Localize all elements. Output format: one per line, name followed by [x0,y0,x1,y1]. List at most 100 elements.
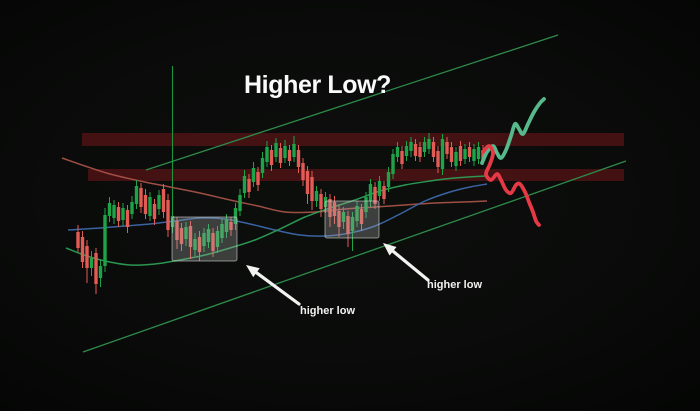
candle-body [391,154,395,174]
candle-body [328,199,332,217]
candle-body [296,150,301,167]
candle-body [278,148,283,163]
candle-body [107,203,112,216]
candle-body [103,215,107,266]
lower-rising-support [82,160,627,353]
candle-body [467,147,472,157]
candle-body [395,147,400,157]
highlight-boxes [171,200,380,262]
candle-body [445,142,449,154]
bearish-projection [481,144,541,227]
candle-body [152,204,157,219]
candle-body [422,142,427,152]
candle-body [314,191,319,201]
candle-body [346,216,350,234]
candle-body [472,149,476,161]
higher-low-label-2: higher low [427,279,482,291]
candle-body [112,205,116,218]
candle-body [269,150,274,165]
bullish-projection [480,97,546,165]
candle-body [193,239,197,250]
candle-body [404,146,409,156]
candle-body [355,206,359,221]
candle-body [251,168,256,182]
candle-body [274,143,278,157]
ma-fast-red [61,157,488,214]
candle-body [292,144,296,157]
candle-body [283,146,287,158]
candle-body [247,179,251,192]
candle-body [382,186,386,199]
candle-body [188,226,193,247]
higher-low-label-1: higher low [300,305,355,317]
candle-body [476,147,481,159]
candle-body [256,172,260,185]
candle-body [341,212,346,222]
candle-body [220,224,224,238]
candle-body [166,200,170,230]
candle-body [301,163,305,180]
candle-body [211,233,215,251]
candle-body [89,258,94,268]
candle-body [175,221,179,240]
candle-body [260,158,265,173]
candle-body [121,208,125,220]
upper-supply-zone [82,133,624,146]
candle-body [85,246,89,268]
candle-body [386,172,391,187]
candle-body [359,209,364,224]
candle-body [427,139,431,149]
candle-body [197,237,202,252]
candle-body [134,186,139,204]
candle-body [229,222,233,230]
arrow-to-box-1-head [246,265,260,278]
candle-body [481,150,485,160]
candle-body [265,147,269,162]
resistance-bands [82,133,624,181]
candle-body [143,195,148,214]
candle-body [215,231,220,247]
candle-body [337,211,341,227]
candle-body [224,219,229,232]
candle-body [184,227,188,239]
candle-body [125,210,130,227]
candle-body [242,176,247,193]
candle-body [161,189,166,212]
candle-body [377,181,382,196]
candle-body [98,266,103,278]
lower-supply-zone [88,169,624,181]
higher-low-box-2 [324,200,380,239]
upper-rising-trendline [145,34,559,171]
candle-body [206,229,211,242]
higher-low-box-1 [171,216,238,262]
candle-body [440,139,445,169]
annotation-arrows [246,243,430,306]
candle-body [130,202,134,214]
candle-body [400,151,404,164]
candle-body [463,149,467,159]
projection-paths [480,97,546,227]
candle-body [409,142,413,151]
arrow-to-box-1 [254,271,301,306]
candle-body [319,194,323,209]
candles [76,133,485,294]
candle-body [310,177,314,201]
chart-title: Higher Low? [244,71,391,99]
candle-body [436,151,440,167]
candle-body [94,253,98,284]
candle-body [116,207,121,221]
candle-body [454,152,458,166]
candle-body [287,150,292,161]
candle-body [373,187,377,204]
arrow-to-box-2-head [383,243,397,256]
candle-body [458,146,463,161]
candle-body [76,232,80,248]
candle-body [80,237,85,262]
candle-body [418,147,422,157]
candle-body [364,197,368,212]
candle-body [413,144,418,156]
candle-body [368,184,373,201]
candle-body [202,233,206,246]
